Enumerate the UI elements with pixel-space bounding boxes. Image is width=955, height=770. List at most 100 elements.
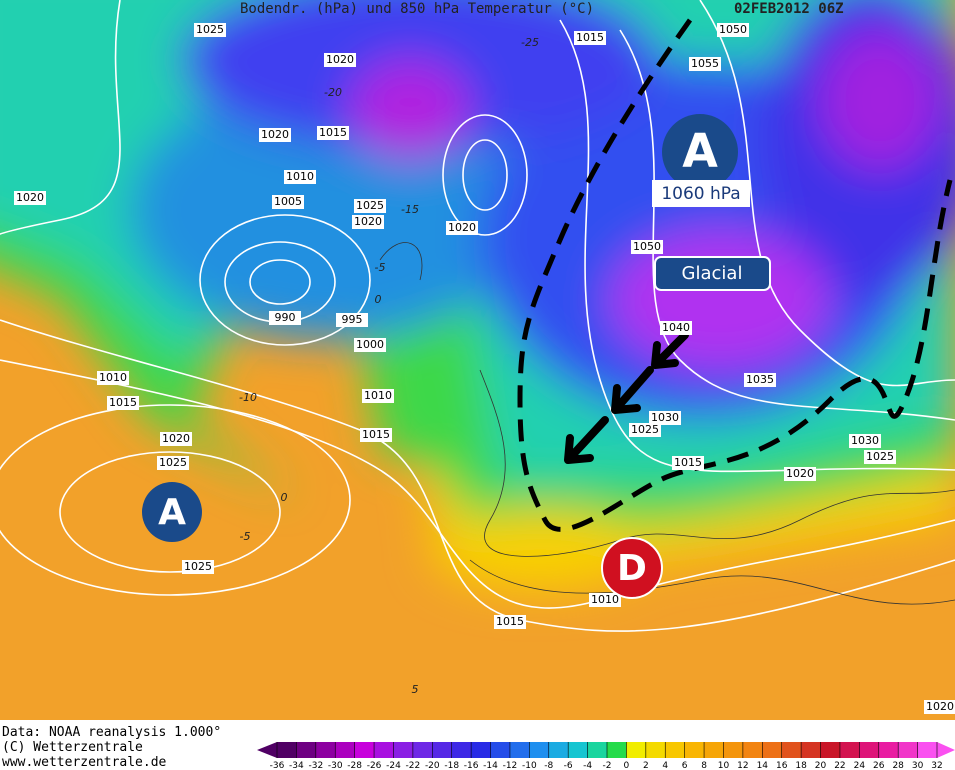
annotation-box — [654, 256, 771, 291]
isobar-label-bg — [324, 53, 356, 67]
isobar-label-bg — [631, 240, 663, 254]
glacial-annotation: Glacial — [682, 263, 743, 284]
colorbar-tick-label: -4 — [583, 761, 592, 770]
isobar-label-bg — [97, 371, 129, 385]
isobar-label: 1030 — [851, 434, 879, 447]
colorbar-swatch — [509, 742, 530, 758]
isobar-label-bg — [352, 215, 384, 229]
colorbar-tick-label: 24 — [854, 761, 866, 770]
colorbar-tick-label: 8 — [701, 761, 707, 770]
colorbar-swatch — [684, 742, 705, 758]
isobar-label: 1020 — [162, 432, 190, 445]
isobar-label-bg — [259, 128, 291, 142]
isobar-label-bg — [660, 321, 692, 335]
map-date: 02FEB2012 06Z — [734, 1, 844, 17]
colorbar-swatch — [801, 742, 822, 758]
colorbar-tick-label: -14 — [483, 761, 498, 770]
isobar-label: 1000 — [356, 338, 384, 351]
colorbar-swatch — [277, 742, 297, 758]
isobar-label-bg — [14, 191, 46, 205]
colorbar-tick-label: -30 — [328, 761, 343, 770]
annotation-box — [652, 180, 750, 207]
isotherm-label: -5 — [240, 530, 251, 543]
isotherm-labels: -25 -20 -15 -5 0 -10 0 -5 5 — [239, 36, 539, 696]
colorbar-swatch — [878, 742, 899, 758]
isobar-label: 1010 — [591, 593, 619, 606]
isobar-label-bg — [494, 615, 526, 629]
footer-line: (C) Wetterzentrale — [2, 740, 143, 755]
isobar-label-bg — [717, 23, 749, 37]
cold-air-boundary — [517, 18, 953, 532]
colorbar-tick-label: 14 — [757, 761, 769, 770]
isobar-label: 1020 — [926, 700, 954, 713]
isobar-label: 1015 — [362, 428, 390, 441]
high-label: A — [682, 124, 718, 178]
isobar-label: 1020 — [326, 53, 354, 66]
isobar-label: 1025 — [631, 423, 659, 436]
colorbar-swatch — [704, 742, 724, 758]
purple-zone — [820, 30, 940, 170]
footer-line: Data: NOAA reanalysis 1.000° — [2, 725, 221, 740]
isobar-label: 1025 — [159, 456, 187, 469]
colorbar-tick-label: 18 — [795, 761, 807, 770]
isobar-label-bg — [629, 423, 661, 437]
colorbar-swatch — [432, 742, 453, 758]
isobar-label-bg — [194, 23, 226, 37]
colorbar-tick-label: 22 — [834, 761, 845, 770]
isobar-label-bg — [182, 560, 214, 574]
isobar-label-bg — [336, 313, 368, 327]
colorbar-tick-label: 30 — [912, 761, 924, 770]
colorbar-tick-label: 26 — [873, 761, 885, 770]
colorbar-tick-label: 10 — [718, 761, 730, 770]
isobar-label-bg — [284, 170, 316, 184]
colorbar-tick-label: 6 — [682, 761, 688, 770]
colorbar-end — [937, 742, 955, 758]
isobar-labels: 1025 1020 1015 1050 1055 1020 1015 1010 1005 1025… — [14, 23, 955, 714]
colorbar-swatch — [645, 742, 666, 758]
isobar-label: 1055 — [691, 57, 719, 70]
isotherm-label: -5 — [375, 261, 386, 274]
low-marker — [601, 537, 663, 599]
isobar-label: 990 — [275, 311, 296, 324]
isobar-label: 1020 — [16, 191, 44, 204]
colorbar: -36 -34 -32 -30 -28 -26 -24 -22 -20 -18 -16 -14 -12-… — [257, 742, 955, 770]
colorbar-tick-label: 2 — [643, 761, 649, 770]
colorbar-swatch — [296, 742, 317, 758]
isobar-label-bg — [107, 396, 139, 410]
colorbar-swatch — [451, 742, 472, 758]
isotherm-label: 0 — [375, 293, 382, 306]
isobar-label-bg — [574, 31, 606, 45]
isobar-label-bg — [589, 593, 621, 607]
colorbar-swatch — [412, 742, 433, 758]
colorbar-swatch — [626, 742, 647, 758]
colorbar-swatch — [839, 742, 860, 758]
colorbar-tick-label: 0 — [624, 761, 630, 770]
footer-line: www.wetterzentrale.de — [2, 755, 167, 770]
isobar-label-bg — [784, 467, 816, 481]
isobar-label-bg — [924, 700, 955, 714]
colorbar-tick-label: -32 — [308, 761, 323, 770]
isotherm-label: -10 — [239, 391, 257, 404]
isobar-label: 1025 — [866, 450, 894, 463]
low-label: D — [617, 548, 647, 589]
colorbar-swatch — [490, 742, 511, 758]
colorbar-swatch — [898, 742, 919, 758]
isobar-label: 1015 — [319, 126, 347, 139]
colorbar-tick-label: -26 — [367, 761, 382, 770]
colorbar-tick-label: 16 — [776, 761, 788, 770]
colorbar-swatch — [315, 742, 336, 758]
isobar-label: 1050 — [719, 23, 747, 36]
colorbar-tick-label: 20 — [815, 761, 827, 770]
isobar-label: 1040 — [662, 321, 690, 334]
isobar-label: 1015 — [496, 615, 524, 628]
colorbar-tick-label: -16 — [464, 761, 479, 770]
colorbar-tick-label: -24 — [386, 761, 401, 770]
colorbar-tick-label: -10 — [522, 761, 537, 770]
isobar-label-bg — [849, 434, 881, 448]
isobar-label: 1005 — [274, 195, 302, 208]
isobar-label-bg — [269, 311, 301, 325]
isobar-label: 1015 — [576, 31, 604, 44]
colorbar-swatch — [374, 742, 394, 758]
colorbar-tick-label: -34 — [289, 761, 304, 770]
colorbar-swatch — [393, 742, 414, 758]
